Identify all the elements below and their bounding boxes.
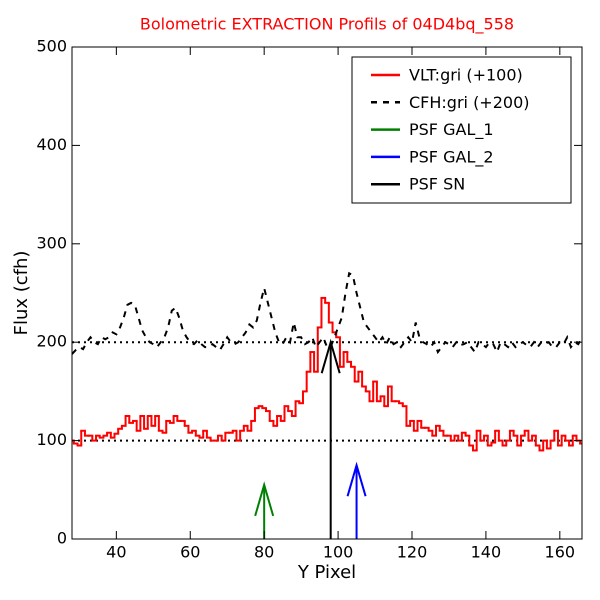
x-tick-label: 140: [471, 543, 502, 562]
plot-frame: [71, 46, 583, 540]
y-tick-label: 500: [36, 37, 67, 56]
legend-label: PSF SN: [409, 175, 465, 194]
x-tick-label: 120: [397, 543, 428, 562]
y-tick-label: 400: [36, 135, 67, 154]
y-tick-label: 100: [36, 430, 67, 449]
x-tick-label: 160: [545, 543, 576, 562]
arrow-head: [320, 338, 341, 374]
legend-label: PSF GAL_2: [409, 147, 494, 167]
x-tick-label: 40: [106, 543, 126, 562]
x-tick-label: 80: [254, 543, 274, 562]
y-tick-label: 0: [57, 529, 67, 548]
legend-label: VLT:gri (+100): [409, 66, 523, 85]
x-tick-label: 100: [323, 543, 354, 562]
arrow-head: [254, 481, 275, 517]
y-tick-label: 200: [36, 332, 67, 351]
legend-label: CFH:gri (+200): [409, 93, 530, 112]
chart-title: Bolometric EXTRACTION Profils of 04D4bq_…: [140, 15, 514, 35]
x-tick-label: 60: [180, 543, 200, 562]
x-axis-label: Y Pixel: [297, 562, 356, 583]
legend-label: PSF GAL_1: [409, 120, 494, 140]
step-line: [72, 296, 582, 452]
y-tick-label: 300: [36, 233, 67, 252]
arrow-head: [346, 461, 367, 497]
y-axis-label: Flux (cfh): [11, 251, 32, 336]
